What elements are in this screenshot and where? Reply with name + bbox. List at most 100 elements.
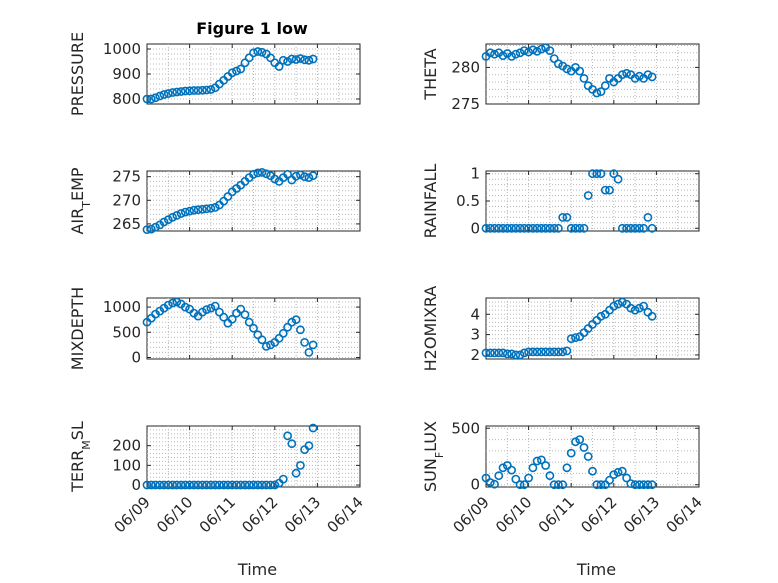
data-point bbox=[168, 480, 177, 490]
grid-lines bbox=[486, 44, 699, 104]
data-point bbox=[605, 185, 614, 195]
data-point bbox=[163, 300, 173, 310]
x-tick-label: 06/11 bbox=[535, 493, 578, 536]
data-point bbox=[622, 473, 631, 483]
data-point bbox=[571, 223, 580, 233]
data-point bbox=[172, 480, 182, 490]
data-point bbox=[270, 174, 280, 184]
data-point bbox=[485, 223, 495, 233]
x-tick-label: 06/10 bbox=[153, 493, 196, 536]
data-point bbox=[253, 168, 263, 178]
data-point bbox=[219, 312, 229, 322]
data-point bbox=[481, 223, 491, 233]
data-point bbox=[524, 473, 533, 483]
data-point bbox=[498, 348, 508, 358]
axes-0: 800 900 1000 PRESSURE bbox=[68, 32, 361, 116]
data-point bbox=[596, 87, 606, 96]
y-tick-label: 0 bbox=[131, 476, 141, 494]
data-point bbox=[647, 311, 657, 321]
data-point bbox=[639, 301, 648, 311]
data-point bbox=[291, 55, 301, 64]
data-point bbox=[554, 59, 563, 69]
data-point bbox=[266, 340, 275, 350]
data-point bbox=[588, 466, 597, 476]
data-point bbox=[596, 480, 606, 490]
data-point bbox=[283, 431, 292, 441]
data-point bbox=[151, 93, 160, 103]
data-point bbox=[270, 480, 280, 490]
data-point bbox=[266, 480, 275, 490]
data-point bbox=[498, 463, 508, 473]
data-point bbox=[257, 480, 267, 490]
data-point bbox=[180, 86, 190, 96]
x-tick-label: 06/13 bbox=[281, 493, 324, 536]
data-point bbox=[566, 223, 576, 233]
data-point bbox=[647, 223, 657, 233]
data-point bbox=[308, 340, 318, 350]
y-tick-label: 800 bbox=[112, 90, 141, 108]
data-point bbox=[197, 85, 207, 95]
data-point bbox=[532, 456, 542, 466]
data-point bbox=[193, 205, 203, 215]
data-point bbox=[249, 48, 258, 58]
data-point bbox=[163, 215, 173, 225]
data-point bbox=[300, 337, 309, 347]
data-point bbox=[308, 54, 318, 64]
y-tick-label: 1 bbox=[470, 165, 480, 183]
data-point bbox=[155, 480, 165, 490]
data-point bbox=[494, 348, 504, 358]
data-point bbox=[545, 223, 555, 233]
y-label-part: TERR bbox=[68, 450, 87, 493]
data-point bbox=[206, 303, 216, 313]
data-point bbox=[249, 323, 258, 333]
data-point bbox=[562, 212, 572, 222]
data-point bbox=[295, 460, 305, 470]
data-point bbox=[287, 439, 297, 449]
data-point bbox=[635, 223, 644, 233]
data-point bbox=[515, 223, 525, 233]
data-point bbox=[545, 347, 555, 357]
data-point bbox=[511, 350, 521, 360]
data-point bbox=[507, 349, 516, 359]
y-label-part: EMP bbox=[68, 167, 87, 201]
data-point bbox=[617, 223, 627, 233]
x-tick-label: 06/12 bbox=[577, 493, 620, 536]
data-point bbox=[172, 210, 182, 220]
y-label-part: AIR bbox=[68, 208, 87, 235]
data-point bbox=[308, 171, 318, 181]
data-point bbox=[609, 169, 619, 179]
data-point bbox=[541, 223, 550, 233]
data-point bbox=[549, 223, 559, 233]
data-point bbox=[146, 224, 156, 234]
y-tick-label: 4 bbox=[470, 305, 480, 323]
data-point bbox=[180, 480, 190, 490]
data-point bbox=[159, 90, 169, 99]
data-point bbox=[253, 47, 263, 56]
y-tick-label: 275 bbox=[112, 168, 141, 186]
y-tick-label: 3 bbox=[470, 326, 480, 344]
data-point bbox=[643, 480, 653, 490]
data-point bbox=[142, 225, 152, 234]
data-point bbox=[202, 85, 211, 95]
data-point bbox=[498, 51, 508, 61]
data-point bbox=[291, 171, 301, 181]
data-point bbox=[588, 169, 597, 179]
data-point bbox=[219, 480, 229, 490]
data-point bbox=[202, 305, 211, 314]
data-point bbox=[197, 204, 207, 214]
data-point bbox=[214, 307, 224, 317]
data-point bbox=[159, 217, 169, 227]
data-point bbox=[617, 297, 627, 307]
y-tick-label: 100 bbox=[112, 456, 141, 474]
data-point bbox=[562, 64, 572, 74]
data-point bbox=[532, 347, 542, 357]
data-point bbox=[202, 480, 211, 490]
series-markers bbox=[481, 297, 657, 360]
axes-3: 0 0.5 1 RAINFALL bbox=[421, 164, 700, 238]
data-point bbox=[532, 46, 542, 56]
data-point bbox=[151, 222, 160, 232]
data-point bbox=[197, 480, 207, 490]
data-point bbox=[295, 325, 305, 335]
